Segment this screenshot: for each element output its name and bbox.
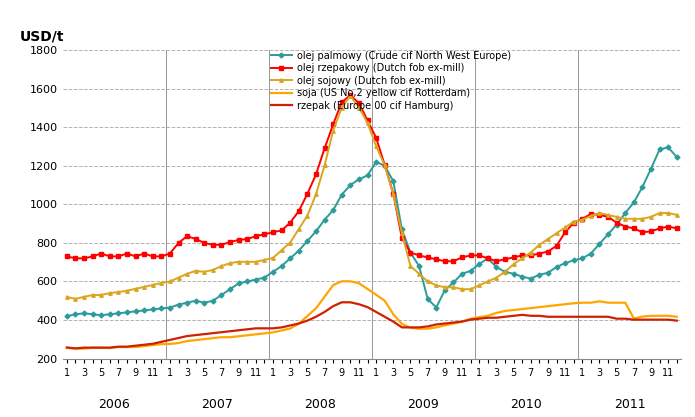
olej palmowy (Crude cif North West Europe) <box>449 280 457 285</box>
olej palmowy (Crude cif North West Europe) <box>269 269 277 274</box>
rzepak (Europe 00 cif Hamburg) <box>277 325 286 330</box>
olej sojowy (Dutch fob ex-mill) <box>277 248 286 253</box>
olej palmowy (Crude cif North West Europe) <box>208 298 217 303</box>
olej rzepakowy (Dutch fob ex-mill) <box>673 226 681 231</box>
Legend: olej palmowy (Crude cif North West Europe), olej rzepakowy (Dutch fob ex-mill), : olej palmowy (Crude cif North West Europ… <box>267 47 515 114</box>
soja (US No,2 yellow cif Rotterdam) <box>72 346 80 351</box>
Line: rzepak (Europe 00 cif Hamburg): rzepak (Europe 00 cif Hamburg) <box>67 302 677 348</box>
rzepak (Europe 00 cif Hamburg) <box>466 317 475 322</box>
soja (US No,2 yellow cif Rotterdam) <box>466 316 475 321</box>
olej sojowy (Dutch fob ex-mill) <box>72 296 80 301</box>
olej rzepakowy (Dutch fob ex-mill) <box>638 230 646 235</box>
olej rzepakowy (Dutch fob ex-mill) <box>149 254 157 259</box>
Line: olej rzepakowy (Dutch fob ex-mill): olej rzepakowy (Dutch fob ex-mill) <box>65 94 678 263</box>
olej rzepakowy (Dutch fob ex-mill) <box>346 93 354 98</box>
Line: olej sojowy (Dutch fob ex-mill): olej sojowy (Dutch fob ex-mill) <box>65 94 678 301</box>
olej rzepakowy (Dutch fob ex-mill) <box>466 253 475 258</box>
olej rzepakowy (Dutch fob ex-mill) <box>269 230 277 235</box>
olej rzepakowy (Dutch fob ex-mill) <box>492 259 500 264</box>
rzepak (Europe 00 cif Hamburg) <box>638 317 646 322</box>
Line: olej palmowy (Crude cif North West Europe): olej palmowy (Crude cif North West Europ… <box>65 146 678 318</box>
olej sojowy (Dutch fob ex-mill) <box>157 281 165 286</box>
Text: 2011: 2011 <box>614 397 646 410</box>
olej sojowy (Dutch fob ex-mill) <box>673 212 681 217</box>
Text: 2010: 2010 <box>511 397 542 410</box>
olej palmowy (Crude cif North West Europe) <box>63 314 71 319</box>
rzepak (Europe 00 cif Hamburg) <box>338 300 346 305</box>
olej sojowy (Dutch fob ex-mill) <box>346 93 354 98</box>
olej sojowy (Dutch fob ex-mill) <box>423 279 432 284</box>
olej palmowy (Crude cif North West Europe) <box>149 307 157 312</box>
rzepak (Europe 00 cif Hamburg) <box>72 346 80 351</box>
olej palmowy (Crude cif North West Europe) <box>664 145 672 150</box>
soja (US No,2 yellow cif Rotterdam) <box>338 279 346 284</box>
olej sojowy (Dutch fob ex-mill) <box>492 275 500 280</box>
Text: 2006: 2006 <box>98 397 130 410</box>
Text: 2009: 2009 <box>407 397 439 410</box>
olej rzepakowy (Dutch fob ex-mill) <box>441 259 449 264</box>
rzepak (Europe 00 cif Hamburg) <box>157 339 165 344</box>
rzepak (Europe 00 cif Hamburg) <box>63 345 71 350</box>
rzepak (Europe 00 cif Hamburg) <box>423 324 432 329</box>
olej sojowy (Dutch fob ex-mill) <box>638 216 646 221</box>
rzepak (Europe 00 cif Hamburg) <box>492 315 500 320</box>
soja (US No,2 yellow cif Rotterdam) <box>157 342 165 347</box>
Line: soja (US No,2 yellow cif Rotterdam): soja (US No,2 yellow cif Rotterdam) <box>67 281 677 349</box>
olej sojowy (Dutch fob ex-mill) <box>466 287 475 292</box>
olej palmowy (Crude cif North West Europe) <box>673 155 681 160</box>
Text: 2007: 2007 <box>202 397 233 410</box>
olej rzepakowy (Dutch fob ex-mill) <box>63 254 71 259</box>
olej palmowy (Crude cif North West Europe) <box>475 261 484 266</box>
soja (US No,2 yellow cif Rotterdam) <box>423 326 432 331</box>
soja (US No,2 yellow cif Rotterdam) <box>638 314 646 319</box>
rzepak (Europe 00 cif Hamburg) <box>673 318 681 323</box>
Text: 2008: 2008 <box>304 397 336 410</box>
Text: USD/t: USD/t <box>19 30 64 44</box>
soja (US No,2 yellow cif Rotterdam) <box>277 328 286 333</box>
olej rzepakowy (Dutch fob ex-mill) <box>415 253 423 258</box>
soja (US No,2 yellow cif Rotterdam) <box>492 310 500 315</box>
olej palmowy (Crude cif North West Europe) <box>407 250 415 255</box>
soja (US No,2 yellow cif Rotterdam) <box>673 314 681 319</box>
olej sojowy (Dutch fob ex-mill) <box>63 294 71 299</box>
soja (US No,2 yellow cif Rotterdam) <box>63 346 71 351</box>
